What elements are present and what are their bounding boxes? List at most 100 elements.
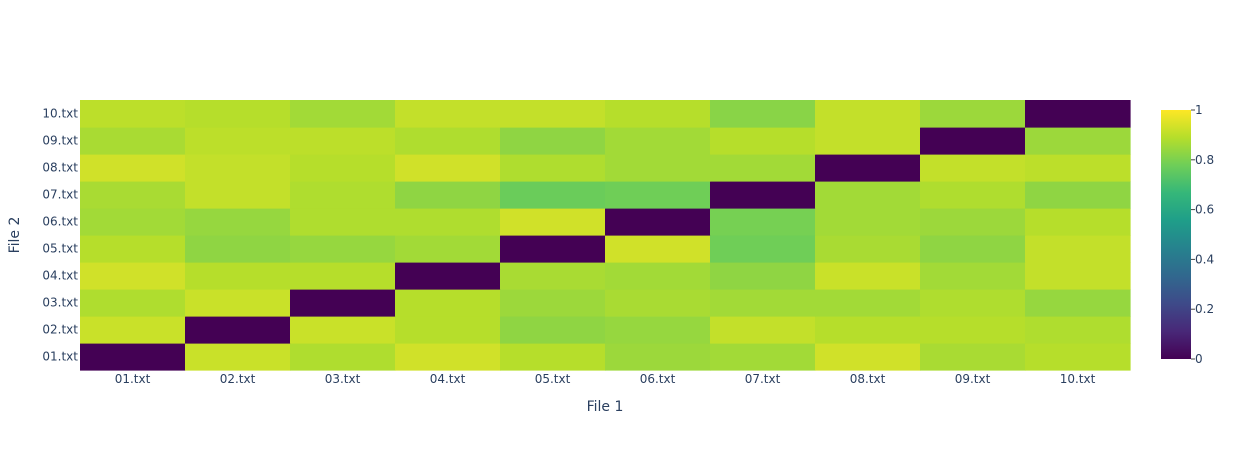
heatmap-cell xyxy=(80,100,186,128)
x-tick-label: 05.txt xyxy=(535,372,571,386)
y-tick-label: 05.txt xyxy=(42,242,78,256)
heatmap-cell xyxy=(815,262,921,290)
heatmap-cell xyxy=(605,208,711,236)
heatmap-cell xyxy=(500,127,606,155)
heatmap-cell xyxy=(80,262,186,290)
colorbar xyxy=(1161,110,1191,359)
heatmap-cell xyxy=(710,235,816,263)
x-tick-label: 01.txt xyxy=(115,372,151,386)
heatmap-cell xyxy=(185,127,291,155)
heatmap-cell xyxy=(80,289,186,317)
y-tick-label: 04.txt xyxy=(42,269,78,283)
heatmap-cell xyxy=(815,127,921,155)
heatmap-cell xyxy=(290,208,396,236)
heatmap-cell xyxy=(185,262,291,290)
heatmap-cell xyxy=(80,154,186,182)
colorbar-tick-label: 0.6 xyxy=(1195,203,1214,217)
heatmap-cell xyxy=(290,316,396,344)
heatmap-cell xyxy=(185,289,291,317)
heatmap-cell xyxy=(605,127,711,155)
heatmap-cell xyxy=(920,235,1026,263)
heatmap-cell xyxy=(920,154,1026,182)
heatmap-cell xyxy=(1025,127,1131,155)
heatmap-cell xyxy=(815,208,921,236)
heatmap-cell xyxy=(500,262,606,290)
heatmap-cell xyxy=(290,235,396,263)
heatmap-cell xyxy=(500,181,606,209)
heatmap-cell xyxy=(500,208,606,236)
x-axis-ticks: 01.txt 02.txt 03.txt 04.txt 05.txt 06.txt 07.t… xyxy=(115,372,1096,386)
heatmap-cell xyxy=(1025,208,1131,236)
heatmap-cell xyxy=(815,343,921,371)
heatmap-cell xyxy=(1025,262,1131,290)
heatmap-cell xyxy=(710,127,816,155)
heatmap-cell xyxy=(395,181,501,209)
heatmap-cell xyxy=(500,100,606,128)
y-tick-label: 07.txt xyxy=(42,188,78,202)
heatmap-cell xyxy=(920,316,1026,344)
y-tick-label: 09.txt xyxy=(42,134,78,148)
heatmap-cell xyxy=(185,343,291,371)
colorbar-tick-label: 0.2 xyxy=(1195,302,1214,316)
heatmap-cell xyxy=(710,262,816,290)
heatmap-cell xyxy=(395,262,501,290)
y-tick-label: 03.txt xyxy=(42,296,78,310)
heatmap-cell xyxy=(920,208,1026,236)
colorbar-ticks: 0 0.2 0.4 0.6 0.8 1 xyxy=(1191,103,1214,366)
y-tick-label: 08.txt xyxy=(42,161,78,175)
heatmap-cell xyxy=(500,235,606,263)
heatmap-cell xyxy=(290,154,396,182)
colorbar-tick-label: 0.8 xyxy=(1195,153,1214,167)
heatmap-cell xyxy=(710,181,816,209)
heatmap-cell xyxy=(815,235,921,263)
colorbar-tick-label: 0.4 xyxy=(1195,252,1214,266)
heatmap-cell xyxy=(395,343,501,371)
heatmap-cell xyxy=(1025,316,1131,344)
heatmap-cell xyxy=(920,262,1026,290)
heatmap-cell xyxy=(815,154,921,182)
x-tick-label: 02.txt xyxy=(220,372,256,386)
y-tick-label: 02.txt xyxy=(42,323,78,337)
heatmap-cell xyxy=(500,154,606,182)
heatmap-cell xyxy=(80,235,186,263)
x-tick-label: 08.txt xyxy=(850,372,886,386)
heatmap-cell xyxy=(80,208,186,236)
heatmap-cell xyxy=(185,154,291,182)
x-tick-label: 10.txt xyxy=(1060,372,1096,386)
heatmap-cell xyxy=(395,100,501,128)
heatmap-cell xyxy=(395,316,501,344)
heatmap-cell xyxy=(710,100,816,128)
heatmap-cell xyxy=(80,316,186,344)
heatmap-cells xyxy=(80,100,1131,371)
heatmap-cell xyxy=(395,235,501,263)
heatmap-cell xyxy=(605,343,711,371)
heatmap-cell xyxy=(1025,154,1131,182)
x-tick-label: 04.txt xyxy=(430,372,466,386)
heatmap-cell xyxy=(290,343,396,371)
x-axis-title: File 1 xyxy=(587,399,624,415)
heatmap-cell xyxy=(815,289,921,317)
heatmap-cell xyxy=(290,100,396,128)
heatmap-cell xyxy=(605,235,711,263)
heatmap-cell xyxy=(500,316,606,344)
heatmap-cell xyxy=(920,289,1026,317)
heatmap-cell xyxy=(920,127,1026,155)
heatmap-cell xyxy=(815,181,921,209)
heatmap-cell xyxy=(290,262,396,290)
heatmap-cell xyxy=(1025,181,1131,209)
heatmap-cell xyxy=(1025,235,1131,263)
x-tick-label: 07.txt xyxy=(745,372,781,386)
heatmap-cell xyxy=(605,181,711,209)
y-tick-label: 06.txt xyxy=(42,215,78,229)
x-tick-label: 06.txt xyxy=(640,372,676,386)
heatmap-cell xyxy=(185,316,291,344)
heatmap-cell xyxy=(395,154,501,182)
heatmap-cell xyxy=(920,100,1026,128)
y-tick-label: 01.txt xyxy=(42,350,78,364)
heatmap-cell xyxy=(185,100,291,128)
heatmap-cell xyxy=(710,154,816,182)
heatmap-cell xyxy=(290,127,396,155)
heatmap-cell xyxy=(185,181,291,209)
heatmap-cell xyxy=(500,343,606,371)
